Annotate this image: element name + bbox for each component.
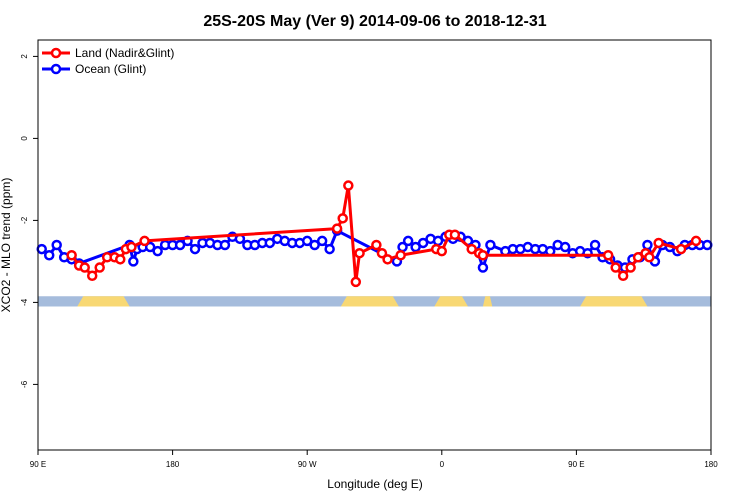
- chart-title: 25S-20S May (Ver 9) 2014-09-06 to 2018-1…: [203, 13, 546, 30]
- land-segment-2: [434, 296, 468, 307]
- series-0-point-18: [382, 254, 393, 265]
- series-1-point-14: [174, 239, 186, 251]
- series-0-point-2: [79, 262, 90, 273]
- series-1-point-31: [301, 235, 313, 247]
- series-0-point-13: [343, 180, 354, 191]
- legend-label-0: Land (Nadir&Glint): [75, 46, 174, 60]
- series-0-point-29: [617, 270, 629, 281]
- series-1-point-62: [589, 239, 601, 251]
- land-segment-3: [482, 296, 493, 307]
- land-segment-1: [340, 296, 399, 307]
- series-1-point-69: [642, 239, 653, 251]
- legend: Land (Nadir&Glint) Ocean (Glint): [42, 46, 174, 76]
- series-0-point-14: [350, 276, 362, 288]
- series-1-point-2: [51, 239, 62, 251]
- series-1-point-58: [559, 241, 571, 253]
- x-tick-label-5: 180: [704, 460, 718, 469]
- series-0-point-19: [395, 250, 406, 261]
- series-1-point-49: [485, 239, 496, 251]
- legend-label-1: Ocean (Glint): [75, 62, 146, 76]
- series-0-point-11: [331, 223, 343, 234]
- series-0-point-15: [354, 247, 365, 259]
- land-segment-4: [580, 296, 648, 307]
- series-1-point-26: [264, 237, 276, 249]
- series-0-point-24: [466, 243, 477, 255]
- series-layer: [36, 180, 713, 288]
- series-1-point-32: [309, 239, 320, 251]
- x-tick-label-4: 90 E: [568, 460, 584, 469]
- y-axis: 2 0 -2 -4 -6: [20, 54, 38, 388]
- series-0-point-9: [126, 241, 137, 253]
- series-0-point-35: [675, 243, 687, 255]
- series-0-line: [70, 184, 697, 284]
- y-tick-label-2: -2: [20, 216, 29, 224]
- series-1-point-34: [324, 243, 335, 255]
- land-ocean-mask: [38, 296, 711, 307]
- series-0-point-36: [690, 235, 702, 247]
- y-axis-label: XCO2 - MLO trend (ppm): [0, 178, 13, 313]
- series-1-point-16: [189, 243, 201, 255]
- series-1-point-39: [410, 241, 421, 253]
- series-0-point-26: [477, 250, 489, 261]
- series-0-point-31: [632, 252, 644, 263]
- x-tick-label-3: 0: [440, 460, 445, 469]
- series-0-point-7: [115, 254, 126, 265]
- y-tick-label-0: 2: [20, 54, 29, 59]
- x-tick-label-1: 180: [166, 460, 180, 469]
- legend-marker-0: [50, 47, 62, 59]
- series-1-point-33: [316, 235, 328, 247]
- series-0-point-28: [610, 262, 621, 273]
- series-1-point-1: [43, 250, 55, 261]
- y-tick-label-3: -4: [20, 298, 29, 306]
- series-1-point-40: [417, 237, 429, 249]
- series-1-point-10: [144, 241, 156, 253]
- series-0-point-34: [653, 237, 664, 249]
- x-axis: 90 E 180 90 W 0 90 E 180: [30, 450, 718, 469]
- land-segment-0: [77, 296, 130, 307]
- series-0-point-27: [602, 250, 614, 261]
- series-1-point-48: [477, 262, 489, 273]
- x-tick-label-0: 90 E: [30, 460, 46, 469]
- series-0-point-3: [86, 270, 98, 281]
- series-0-point-23: [449, 229, 461, 240]
- series-0-point-16: [371, 239, 382, 251]
- series-0-point-12: [337, 213, 348, 224]
- series-0-point-21: [436, 245, 448, 257]
- series-0-point-4: [94, 262, 105, 273]
- series-0-point-17: [376, 247, 388, 259]
- series-1-point-0: [36, 243, 47, 255]
- series-1-point-11: [152, 245, 163, 257]
- series-0-point-10: [139, 235, 150, 247]
- y-tick-label-4: -6: [20, 380, 29, 388]
- x-axis-label: Longitude (deg E): [327, 477, 422, 491]
- legend-marker-1: [50, 63, 62, 75]
- series-0: [66, 180, 702, 288]
- series-1-point-7: [128, 256, 139, 267]
- y-tick-label-1: 0: [20, 136, 29, 141]
- series-1-point-77: [702, 239, 713, 251]
- series-0-point-33: [644, 252, 655, 263]
- legend-item-1: Ocean (Glint): [42, 62, 146, 76]
- series-0-point-30: [625, 262, 636, 273]
- series-0-point-0: [66, 250, 77, 261]
- series-1-point-38: [402, 235, 414, 247]
- series-1-point-20: [219, 239, 231, 251]
- x-tick-label-2: 90 W: [298, 460, 317, 469]
- plot-frame: [37, 39, 712, 451]
- legend-item-0: Land (Nadir&Glint): [42, 46, 174, 60]
